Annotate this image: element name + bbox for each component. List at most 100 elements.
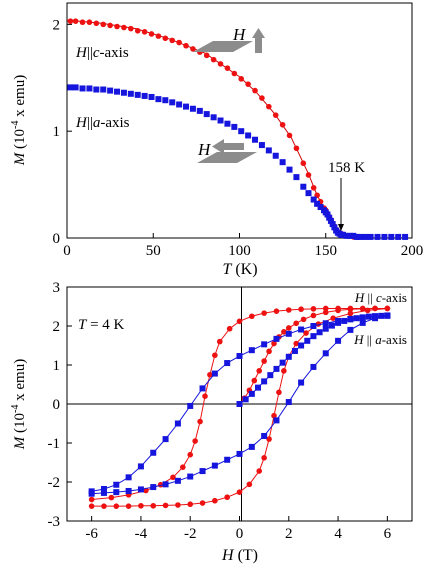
data-point-c-axis xyxy=(293,145,300,152)
data-point-c-axis xyxy=(236,489,243,495)
data-point-a-axis xyxy=(329,221,336,228)
x-tick-label: 6 xyxy=(384,526,392,542)
data-point-a-axis xyxy=(254,384,261,391)
data-point-c-axis xyxy=(261,358,267,364)
data-point-c-axis xyxy=(300,316,307,323)
data-point-a-axis xyxy=(381,233,388,240)
data-point-c-axis xyxy=(347,305,354,312)
data-point-c-axis xyxy=(93,20,100,27)
data-point-a-axis xyxy=(359,314,366,321)
data-point-a-axis xyxy=(402,233,409,240)
data-point-c-axis xyxy=(347,310,354,317)
data-point-c-axis xyxy=(285,307,292,313)
data-point-a-axis xyxy=(79,85,86,92)
data-point-c-axis xyxy=(272,112,279,118)
data-point-a-axis xyxy=(324,211,331,218)
data-point-c-axis xyxy=(128,25,134,32)
data-point-a-axis xyxy=(272,152,279,159)
data-point-c-axis xyxy=(107,22,113,29)
data-point-c-axis xyxy=(303,330,309,336)
data-point-c-axis xyxy=(67,18,74,24)
data-point-c-axis xyxy=(322,309,329,316)
data-point-c-axis xyxy=(259,95,265,101)
data-point-c-axis xyxy=(217,61,224,67)
data-point-a-axis xyxy=(293,174,300,181)
data-point-a-axis xyxy=(93,86,100,93)
data-point-a-axis xyxy=(245,132,252,139)
data-point-c-axis xyxy=(293,320,299,327)
data-point-c-axis xyxy=(271,340,277,347)
y-tick-label: -3 xyxy=(48,514,61,530)
data-point-c-axis xyxy=(207,371,213,378)
y-tick-label: 2 xyxy=(53,17,61,33)
data-point-c-axis xyxy=(330,315,336,322)
x-tick-label: 4 xyxy=(334,526,342,542)
data-point-a-axis xyxy=(304,337,311,344)
data-point-a-axis xyxy=(346,232,353,239)
data-point-c-axis xyxy=(266,348,272,355)
data-point-c-axis xyxy=(231,70,238,77)
data-point-c-axis xyxy=(125,503,132,509)
data-point-c-axis xyxy=(256,468,263,474)
data-point-c-axis xyxy=(138,502,144,509)
sample-plate-field-left-icon: H xyxy=(197,139,257,163)
data-point-c-axis xyxy=(249,313,255,320)
data-point-c-axis xyxy=(121,24,127,31)
field-up-label: H xyxy=(232,25,247,44)
top-y-axis-label: M (10-4 x emu) xyxy=(10,75,28,166)
series-c-connector xyxy=(91,307,388,507)
data-point-a-axis xyxy=(298,379,305,386)
data-point-a-axis xyxy=(353,233,360,240)
data-point-a-axis xyxy=(113,489,120,496)
data-point-c-axis xyxy=(101,503,107,509)
data-point-a-axis xyxy=(134,91,141,98)
data-point-a-axis xyxy=(210,114,217,121)
x-tick-label: -4 xyxy=(135,526,148,542)
data-point-a-axis xyxy=(236,450,243,457)
data-point-a-axis xyxy=(328,322,335,329)
data-point-c-axis xyxy=(108,494,115,501)
data-point-c-axis xyxy=(310,312,317,319)
data-point-a-axis xyxy=(196,107,203,114)
data-point-a-axis xyxy=(120,89,127,96)
sample-plate-field-up-icon: H xyxy=(193,25,265,53)
data-point-c-axis xyxy=(245,81,251,87)
data-point-a-axis xyxy=(248,347,255,354)
data-point-c-axis xyxy=(252,87,258,94)
data-point-a-axis xyxy=(322,350,329,357)
x-tick-label: -2 xyxy=(184,526,197,542)
data-point-a-axis xyxy=(331,224,338,231)
data-point-c-axis xyxy=(281,368,287,374)
data-point-c-axis xyxy=(256,368,263,374)
data-point-a-axis xyxy=(187,473,194,480)
data-point-a-axis xyxy=(261,432,268,439)
y-tick-label: 3 xyxy=(53,280,61,296)
bottom-series-c-axis xyxy=(88,305,391,509)
data-point-a-axis xyxy=(148,94,155,100)
data-point-a-axis xyxy=(347,315,354,322)
data-point-a-axis xyxy=(395,233,402,240)
data-point-c-axis xyxy=(298,306,304,313)
data-point-a-axis xyxy=(261,341,268,348)
series-c-connector xyxy=(91,307,388,501)
data-point-a-axis xyxy=(236,353,243,360)
data-point-a-axis xyxy=(100,86,107,93)
data-point-c-axis xyxy=(286,132,293,139)
data-point-c-axis xyxy=(285,325,292,331)
data-point-a-axis xyxy=(305,190,312,197)
data-point-c-axis xyxy=(162,502,169,509)
data-point-c-axis xyxy=(148,31,155,37)
data-point-c-axis xyxy=(183,42,189,49)
data-point-c-axis xyxy=(86,19,93,26)
data-point-a-axis xyxy=(224,360,231,367)
data-point-c-axis xyxy=(203,52,210,59)
data-point-a-axis xyxy=(107,87,114,94)
data-point-c-axis xyxy=(187,501,194,508)
data-point-c-axis xyxy=(141,29,148,35)
data-point-a-axis xyxy=(125,487,132,494)
data-point-a-axis xyxy=(265,147,272,154)
data-point-a-axis xyxy=(273,365,280,372)
data-point-c-axis xyxy=(150,502,157,509)
data-point-a-axis xyxy=(238,128,245,135)
